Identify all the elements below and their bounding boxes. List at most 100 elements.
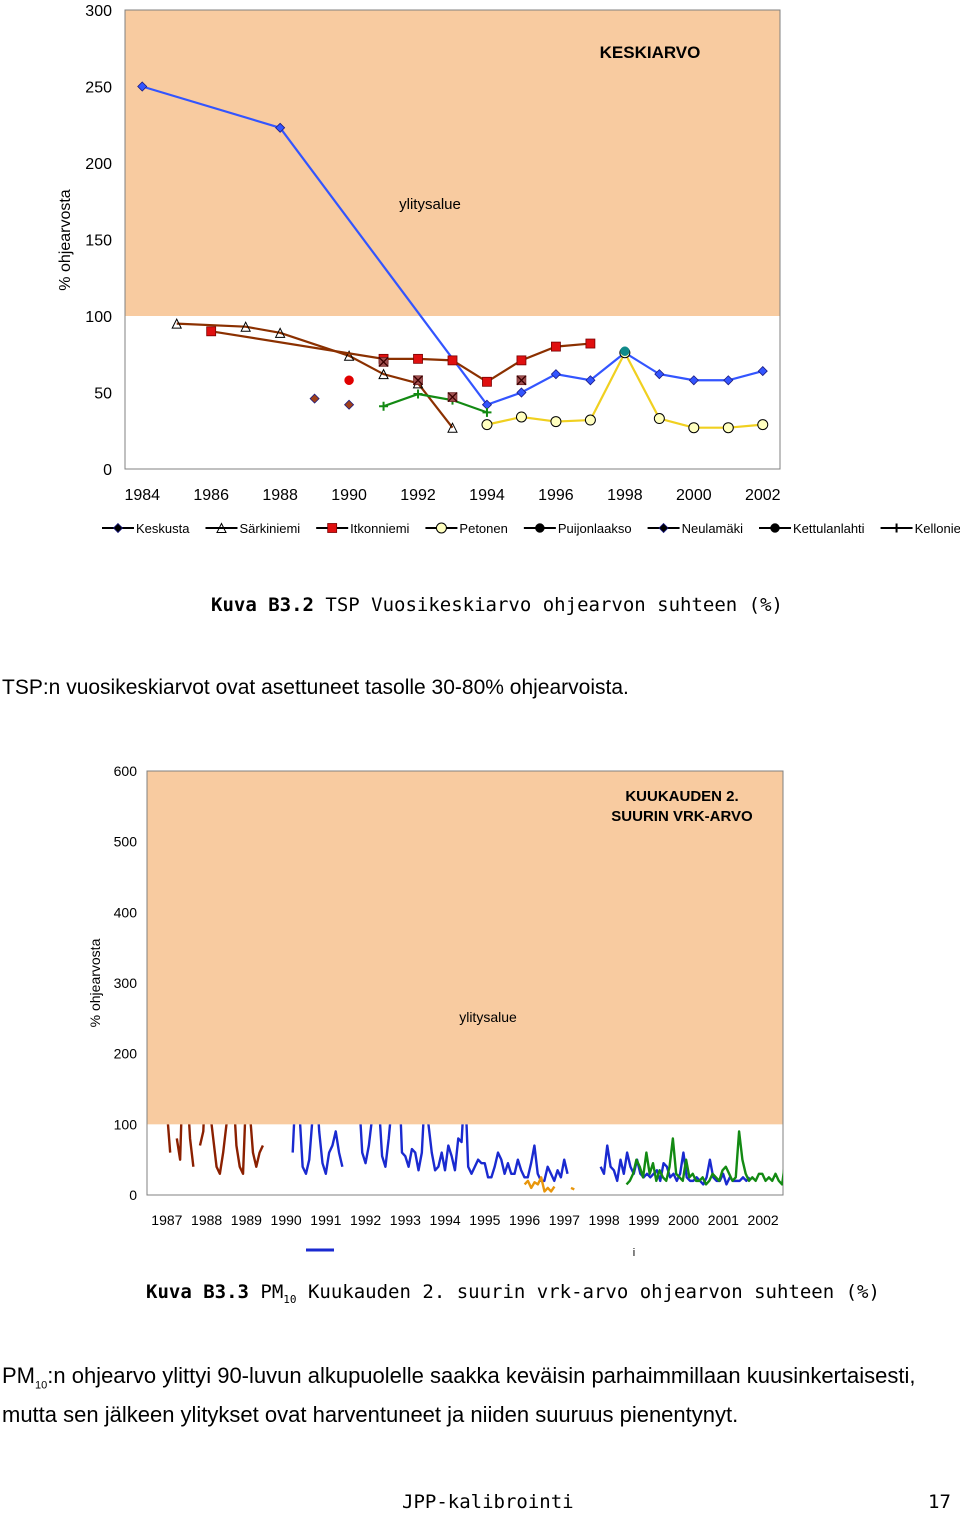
chart1-axes: 300 250 200 150 100 50 0 1984 1986 1988 1990 1992 19… xyxy=(57,3,781,504)
y-tick-label: 50 xyxy=(94,386,112,403)
legend-label: Kettulanlahti xyxy=(793,521,865,536)
legend-note: i xyxy=(633,1247,635,1259)
exceed-region-label: ylitysalue xyxy=(399,196,461,213)
legend-symbol xyxy=(316,523,349,533)
legend-label: Puijonlaakso xyxy=(558,521,632,536)
y-tick-label: 0 xyxy=(129,1187,137,1203)
para2-sub: 10 xyxy=(35,1379,48,1392)
legend-symbol-marker xyxy=(658,522,669,534)
data-point xyxy=(722,422,734,434)
chart-title-line: SUURIN VRK-ARVO xyxy=(611,808,753,825)
data-point-cross xyxy=(413,375,423,386)
series-line xyxy=(383,392,488,414)
x-tick-label: 1998 xyxy=(589,1212,620,1228)
caption-figure-b3-2: Kuva B3.2 TSP Vuosikeskiarvo ohjearvon s… xyxy=(211,594,783,616)
series-0 xyxy=(291,1124,751,1186)
series-segment xyxy=(625,1130,783,1186)
x-tick-label: 1993 xyxy=(390,1212,421,1228)
y-axis-label: % ohjearvosta xyxy=(87,938,103,1027)
legend-symbol xyxy=(647,522,680,534)
data-point xyxy=(413,353,423,364)
x-tick-label: 1997 xyxy=(549,1212,580,1228)
y-tick-label: 0 xyxy=(103,462,112,479)
data-point xyxy=(309,393,320,404)
chart1-legend: Keskusta Särkiniemi Itkonniemi Petonen Puijo… xyxy=(102,521,960,536)
data-point xyxy=(551,341,561,352)
x-tick-label: 2000 xyxy=(676,487,712,504)
legend-symbol-marker xyxy=(770,523,780,533)
data-point xyxy=(688,375,699,386)
page-number: 17 xyxy=(928,1491,951,1513)
series-5 xyxy=(309,393,355,410)
legend-symbol xyxy=(102,522,134,534)
data-point-cross xyxy=(516,375,527,386)
data-point xyxy=(757,366,768,377)
data-point xyxy=(413,375,423,386)
x-tick-label: 1988 xyxy=(262,487,298,504)
caption2-label: Kuva B3. xyxy=(146,1281,238,1303)
x-tick-label: 1988 xyxy=(191,1212,222,1228)
series-segment xyxy=(599,1144,751,1186)
caption-label: Kuva B3. xyxy=(211,594,303,616)
data-point xyxy=(550,416,562,428)
legend-symbol xyxy=(759,523,791,533)
x-tick-label: 1996 xyxy=(538,487,574,504)
chart2-axes: 600 500 400 300 200 100 0 1987 1988 1989 1990 1991 1… xyxy=(87,763,784,1259)
x-tick-label: 1999 xyxy=(628,1212,659,1228)
series-8 xyxy=(378,356,527,403)
caption2-number: 3 xyxy=(237,1281,249,1303)
data-point xyxy=(379,401,389,411)
exceed-region xyxy=(125,10,780,316)
legend-label: Särkiniemi xyxy=(239,521,300,536)
data-point xyxy=(482,407,492,417)
data-point xyxy=(137,81,148,92)
x-tick-label: 1992 xyxy=(350,1212,381,1228)
paragraph-tsp: TSP:n vuosikeskiarvot ovat asettuneet ta… xyxy=(2,676,629,699)
data-point-cross xyxy=(447,392,458,403)
x-tick-label: 2002 xyxy=(745,487,781,504)
y-tick-label: 100 xyxy=(114,1116,138,1132)
x-tick-label: 1986 xyxy=(193,487,229,504)
series-3 xyxy=(523,1176,575,1193)
legend-symbol-marker xyxy=(112,522,124,534)
chart-tsp-annual-mean: 300 250 200 150 100 50 0 1984 1986 1988 1990 1992 19… xyxy=(57,3,960,536)
exceed-region xyxy=(147,771,783,1125)
series-segment xyxy=(359,1124,569,1183)
y-tick-label: 400 xyxy=(114,904,138,920)
caption2-pm: PM xyxy=(248,1281,284,1303)
data-point xyxy=(344,375,354,386)
y-tick-label: 150 xyxy=(85,233,112,250)
x-tick-label: 2002 xyxy=(748,1212,779,1228)
y-tick-label: 100 xyxy=(85,309,112,326)
legend-symbol-marker xyxy=(892,523,902,533)
data-point xyxy=(585,338,596,349)
x-tick-label: 1987 xyxy=(151,1212,182,1228)
x-tick-label: 1991 xyxy=(310,1212,341,1228)
legend-label: Neulamäki xyxy=(682,521,744,536)
data-point xyxy=(481,419,493,431)
footer-title: JPP-kalibrointi xyxy=(402,1491,574,1513)
x-tick-label: 1994 xyxy=(469,487,505,504)
series-4 xyxy=(620,346,630,356)
legend-label: Kelloniemi xyxy=(915,521,960,536)
data-point xyxy=(584,414,596,426)
y-axis-label: % ohjearvosta xyxy=(57,189,74,290)
data-point xyxy=(240,321,251,332)
data-point xyxy=(515,411,527,423)
para2-text: :n ohjearvo ylittyi 90-luvun alkupuolell… xyxy=(2,1363,916,1428)
x-tick-label: 1996 xyxy=(509,1212,540,1228)
x-tick-label: 1998 xyxy=(607,487,643,504)
caption-text: TSP Vuosikeskiarvo ohjearvon suhteen (%) xyxy=(313,594,783,616)
caption-figure-b3-3: Kuva B3.3 PM10 Kuukauden 2. suurin vrk-a… xyxy=(146,1281,880,1306)
series-7 xyxy=(379,389,492,417)
data-point xyxy=(654,369,665,380)
data-point xyxy=(447,355,458,366)
x-tick-label: 1990 xyxy=(331,487,367,504)
data-point xyxy=(206,326,217,337)
exceed-region-label: ylitysalue xyxy=(459,1009,517,1025)
series-2 xyxy=(206,326,596,387)
series-segment xyxy=(291,1124,344,1175)
x-tick-label: 1994 xyxy=(430,1212,461,1228)
legend-symbol-marker xyxy=(216,522,227,533)
legend-symbol-marker xyxy=(435,522,447,534)
